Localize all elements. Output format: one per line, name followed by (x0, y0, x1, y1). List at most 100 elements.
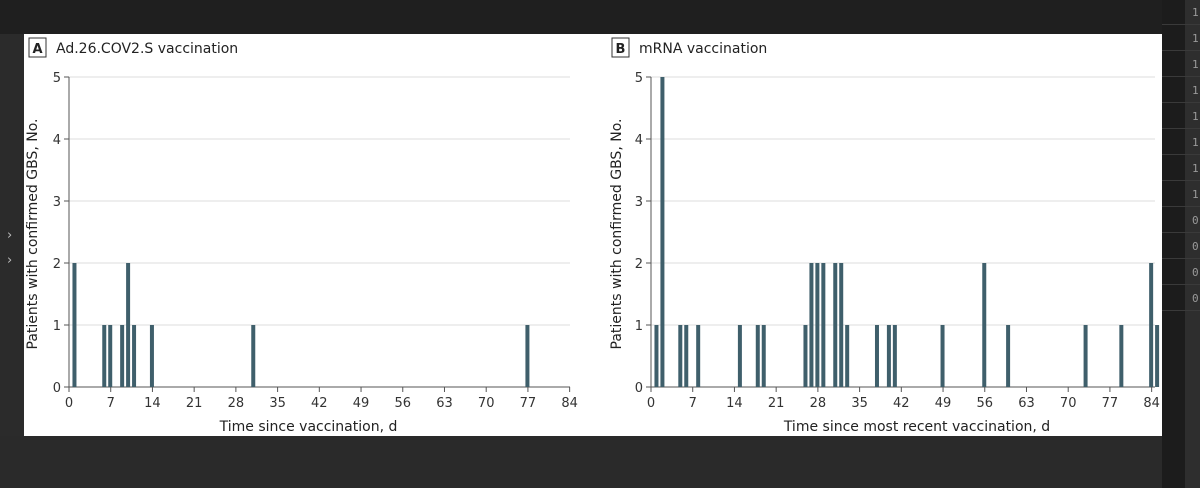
bar (660, 77, 665, 387)
side-digit: 1 (1192, 32, 1199, 45)
bar (839, 263, 844, 387)
y-tick-label: 4 (635, 133, 643, 148)
side-row-divider (1162, 206, 1200, 207)
bar (755, 325, 760, 387)
side-digit: 0 (1192, 214, 1199, 227)
x-tick-label: 35 (269, 396, 286, 411)
y-tick-label: 1 (53, 319, 61, 334)
bar (874, 325, 879, 387)
side-row-divider (1162, 232, 1200, 233)
side-column (1185, 0, 1200, 488)
x-tick-label: 70 (478, 396, 495, 411)
bar (1006, 325, 1011, 387)
side-digit: 1 (1192, 136, 1199, 149)
side-digit: 1 (1192, 110, 1199, 123)
side-digit: 1 (1192, 58, 1199, 71)
chevron-right-icon[interactable]: › (7, 253, 13, 268)
panel-letter-box (611, 37, 630, 58)
x-tick-label: 21 (768, 396, 785, 411)
y-tick-label: 2 (53, 257, 61, 272)
top-bar (0, 0, 1200, 34)
bar (1083, 325, 1088, 387)
y-tick-label: 3 (635, 195, 643, 210)
x-tick-label: 42 (893, 396, 910, 411)
side-row-divider (1162, 24, 1200, 25)
side-row-divider (1162, 258, 1200, 259)
bar (126, 263, 131, 387)
x-tick-label: 56 (976, 396, 993, 411)
x-tick-label: 28 (810, 396, 827, 411)
bar (654, 325, 659, 387)
bar (678, 325, 683, 387)
x-tick-label: 7 (107, 396, 115, 411)
side-row-divider (1162, 76, 1200, 77)
y-tick-label: 5 (635, 71, 643, 86)
x-tick-label: 49 (935, 396, 952, 411)
panel-title: Ad.26.COV2.S vaccination (56, 41, 238, 57)
bar (737, 325, 742, 387)
side-digit: 1 (1192, 188, 1199, 201)
bar (833, 263, 838, 387)
x-tick-label: 14 (144, 396, 161, 411)
x-tick-label: 35 (851, 396, 868, 411)
bar (525, 325, 530, 387)
side-digit: 0 (1192, 240, 1199, 253)
x-tick-label: 42 (311, 396, 328, 411)
bar (108, 325, 113, 387)
side-digit: 1 (1192, 6, 1199, 19)
side-row-divider (1162, 154, 1200, 155)
bar (761, 325, 766, 387)
bar (845, 325, 850, 387)
bar (1155, 325, 1160, 387)
x-tick-label: 77 (520, 396, 537, 411)
side-row-divider (1162, 310, 1200, 311)
side-row-divider (1162, 50, 1200, 51)
y-axis-label: Patients with confirmed GBS, No. (25, 119, 41, 350)
y-tick-label: 3 (53, 195, 61, 210)
x-tick-label: 7 (689, 396, 697, 411)
x-tick-label: 56 (394, 396, 411, 411)
side-row-divider (1162, 128, 1200, 129)
panel-title: mRNA vaccination (639, 41, 767, 57)
x-tick-label: 14 (726, 396, 743, 411)
side-row-divider (1162, 180, 1200, 181)
side-row-divider (1162, 102, 1200, 103)
side-digit: 1 (1192, 84, 1199, 97)
x-tick-label: 84 (1143, 396, 1160, 411)
figure: A Ad.26.COV2.S vaccination 0 1 2 3 4 5 0 7 14 21 28 3… (24, 34, 1162, 436)
bar (1119, 325, 1124, 387)
y-tick-label: 1 (635, 319, 643, 334)
x-tick-label: 49 (353, 396, 370, 411)
y-tick-label: 0 (53, 381, 61, 396)
bar (940, 325, 945, 387)
y-tick-label: 4 (53, 133, 61, 148)
bar (886, 325, 891, 387)
y-axis-label: Patients with confirmed GBS, No. (609, 119, 625, 350)
bar (120, 325, 125, 387)
panel-letter: A (32, 42, 42, 57)
bar (149, 325, 154, 387)
bar (684, 325, 689, 387)
x-tick-label: 28 (228, 396, 245, 411)
x-axis-label: Time since vaccination, d (219, 419, 398, 435)
x-tick-label: 70 (1060, 396, 1077, 411)
x-tick-label: 0 (647, 396, 655, 411)
x-tick-label: 77 (1102, 396, 1119, 411)
bottom-bar (0, 436, 1200, 488)
side-row-divider (1162, 284, 1200, 285)
bar (132, 325, 137, 387)
left-gutter: › › (0, 34, 24, 436)
chevron-right-icon[interactable]: › (7, 228, 13, 243)
y-tick-label: 2 (635, 257, 643, 272)
side-digit: 0 (1192, 266, 1199, 279)
bar (696, 325, 701, 387)
bar (251, 325, 256, 387)
x-tick-label: 0 (65, 396, 73, 411)
bar (982, 263, 987, 387)
x-tick-label: 21 (186, 396, 203, 411)
bar (72, 263, 77, 387)
bar (102, 325, 107, 387)
x-tick-label: 63 (1018, 396, 1035, 411)
y-tick-label: 5 (53, 71, 61, 86)
